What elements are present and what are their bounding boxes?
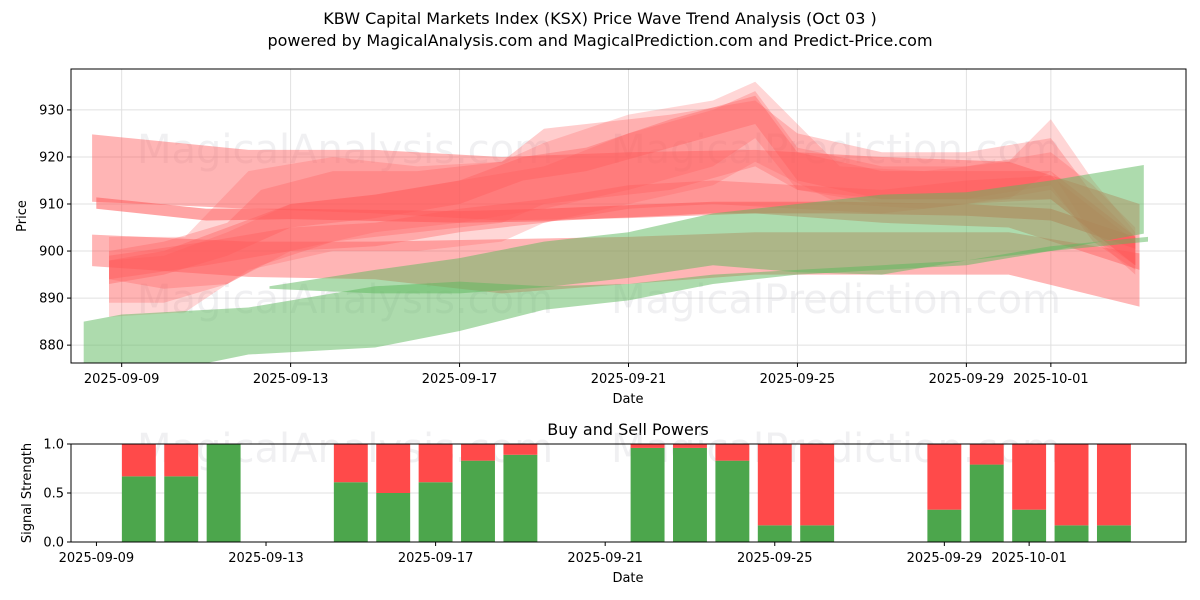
watermark-analysis-top: MagicalAnalysis.com [137,127,553,173]
price-x-tick-label: 2025-09-29 [929,372,1005,387]
buy-bar [800,525,835,542]
buy-sell-x-tick-label: 2025-09-21 [567,551,643,566]
sell-bar [333,444,368,483]
price-chart: MagicalAnalysis.com MagicalPrediction.co… [15,68,1187,407]
sell-bar [969,444,1004,465]
price-x-tick-label: 2025-09-25 [760,372,836,387]
buy-sell-x-tick-label: 2025-09-25 [737,551,813,566]
buy-bar [206,444,241,542]
sell-bar [121,444,156,477]
price-y-tick-label: 890 [39,292,64,307]
price-y-tick-label: 880 [39,339,64,354]
buy-bar [418,482,453,542]
band-red-wave-rise-3 [109,81,1136,317]
buy-sell-y-ticks: 0.0 0.5 1.0 [43,438,71,551]
sell-bar [630,444,665,448]
band-red-wave-rise-1 [109,100,1136,289]
buy-bar [503,454,538,542]
buy-bar [1012,509,1047,542]
buy-bar [715,460,750,542]
buy-sell-bars [121,444,1131,542]
buy-sell-title: Buy and Sell Powers [547,420,709,439]
sell-bar [1012,444,1047,510]
sell-bar [927,444,962,510]
sell-bar [164,444,199,477]
price-y-ticks: 880 890 900 910 920 930 [39,103,71,354]
buy-sell-y-tick-label: 1.0 [43,438,64,453]
buy-sell-y-tick-label: 0.0 [43,536,64,551]
buy-sell-x-ticks: 2025-09-09 2025-09-13 2025-09-17 2025-09-21… [59,542,1067,566]
price-y-tick-label: 910 [39,198,64,213]
sell-bar [673,444,707,448]
buy-bar [673,447,707,542]
sell-bar [1096,444,1131,526]
price-x-tick-label: 2025-09-13 [253,372,329,387]
price-x-tick-label: 2025-10-01 [1013,372,1089,387]
buy-bar [969,464,1004,542]
buy-sell-x-tick-label: 2025-09-09 [59,551,135,566]
price-x-tick-label: 2025-09-21 [591,372,667,387]
buy-sell-chart: Buy and Sell Powers MagicalAnalysis.com … [20,420,1187,586]
price-y-axis-label: Price [15,200,30,232]
buy-bar [461,460,495,542]
price-bands [83,81,1148,363]
buy-bar [333,482,368,542]
price-x-ticks: 2025-09-09 2025-09-13 2025-09-17 2025-09-21… [84,363,1089,387]
buy-bar [121,476,156,542]
buy-sell-x-tick-label: 2025-09-17 [398,551,474,566]
band-red-band-wide-top [92,134,1140,270]
buy-bar [1096,525,1131,542]
sell-bar [418,444,453,483]
sell-bar [715,444,750,461]
chart-title: KBW Capital Markets Index (KSX) Price Wa… [323,9,877,28]
sell-bar [376,444,411,493]
sell-bar [1054,444,1089,526]
buy-bar [1054,525,1089,542]
buy-sell-y-axis-label: Signal Strength [20,443,35,543]
price-y-tick-label: 930 [39,103,64,118]
watermark-prediction-top: MagicalPrediction.com [611,127,1061,173]
buy-bar [376,493,411,542]
buy-bar [630,447,665,542]
price-y-tick-label: 900 [39,245,64,260]
price-x-axis-label: Date [612,392,643,407]
sell-bar [503,444,538,455]
buy-sell-y-tick-label: 0.5 [43,487,64,502]
band-green-band-upper [269,165,1144,294]
sell-bar [757,444,792,526]
price-x-tick-label: 2025-09-09 [84,372,160,387]
buy-sell-x-tick-label: 2025-09-13 [228,551,304,566]
price-y-tick-label: 920 [39,150,64,165]
band-red-wave-core [109,95,1136,284]
buy-sell-x-tick-label: 2025-09-29 [907,551,983,566]
chart-subtitle: powered by MagicalAnalysis.com and Magic… [267,31,933,50]
buy-bar [757,525,792,542]
buy-bar [164,476,199,542]
buy-sell-x-axis-label: Date [612,571,643,586]
sell-bar [800,444,835,526]
buy-bar [927,509,962,542]
price-x-tick-label: 2025-09-17 [422,372,498,387]
sell-bar [461,444,495,461]
buy-sell-x-tick-label: 2025-10-01 [991,551,1067,566]
